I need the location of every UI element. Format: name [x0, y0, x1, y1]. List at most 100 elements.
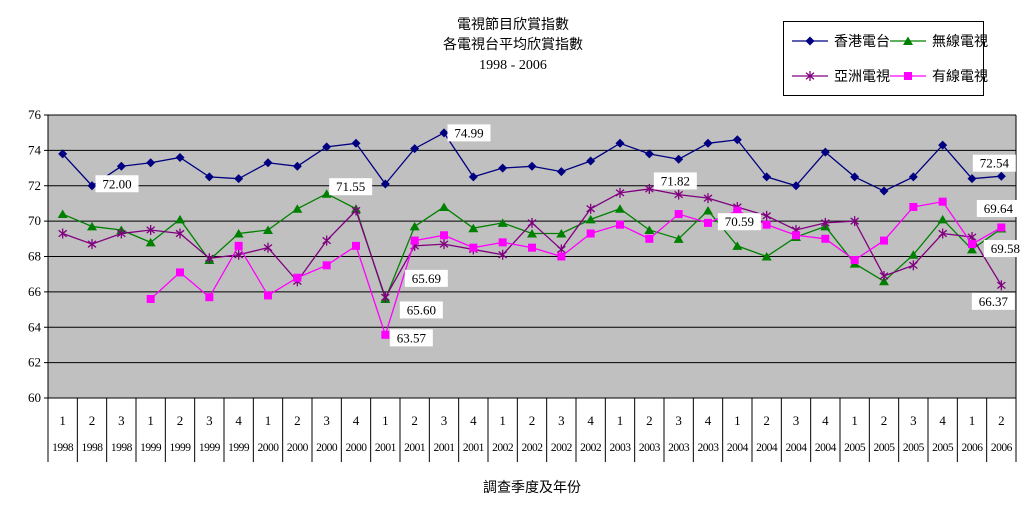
- x-tick-year: 1999: [170, 442, 192, 454]
- legend-marker-square-icon: [890, 71, 926, 80]
- x-tick-quarter: 1: [382, 413, 389, 428]
- x-tick-year: 1999: [140, 442, 162, 454]
- legend-label-atv: 亞洲電視: [834, 69, 890, 85]
- x-tick-quarter: 4: [353, 413, 360, 428]
- x-tick-year: 2004: [756, 442, 778, 454]
- x-tick-year: 2003: [698, 442, 720, 454]
- legend-item-rthk: 香港電台: [790, 31, 890, 51]
- legend-marker-asterisk-icon: [792, 70, 828, 81]
- y-tick-label: 74: [28, 142, 42, 157]
- x-tick-quarter: 4: [587, 413, 594, 428]
- x-tick-year: 2005: [903, 442, 925, 454]
- x-tick-year: 2003: [668, 442, 690, 454]
- data-label-rthk-72.54: 72.54: [972, 154, 1016, 172]
- svg-text:74.99: 74.99: [454, 125, 483, 140]
- x-tick-year: 2004: [815, 442, 837, 454]
- x-tick-year: 2000: [346, 442, 368, 454]
- legend-item-cable: 有線電視: [888, 66, 988, 86]
- series-line-cable: [150, 200, 1002, 337]
- data-label-cable-70.59: 70.59: [717, 213, 761, 231]
- legend-label-rthk: 香港電台: [834, 35, 890, 51]
- x-tick-quarter: 2: [294, 413, 301, 428]
- x-tick-quarter: 4: [470, 413, 477, 428]
- x-tick-quarter: 2: [881, 413, 888, 428]
- x-tick-quarter: 3: [206, 413, 213, 428]
- x-tick-year: 2001: [404, 442, 426, 454]
- x-tick-year: 2000: [258, 442, 280, 454]
- x-tick-quarter: 2: [763, 413, 770, 428]
- x-tick-quarter: 2: [646, 413, 653, 428]
- y-tick-label: 70: [28, 213, 41, 228]
- data-label-rthk-72.00: 72.00: [95, 175, 139, 193]
- x-tick-quarter: 4: [822, 413, 829, 428]
- chart-title: 電視節目欣賞指數 各電視台平均欣賞指數 1998 - 2006: [313, 16, 713, 76]
- x-axis-category-cells: 1 1998 2 1998 3 1998 1 1999 2 1999 3 1999 4 1999 1 2000…: [47, 398, 1017, 462]
- svg-text:69.64: 69.64: [984, 201, 1014, 216]
- x-tick-quarter: 4: [939, 413, 946, 428]
- series-markers-cable: [146, 197, 1006, 339]
- x-tick-quarter: 3: [323, 413, 330, 428]
- data-label-tvb-71.55: 71.55: [329, 178, 373, 196]
- svg-text:71.82: 71.82: [661, 173, 690, 188]
- x-tick-year: 2005: [874, 442, 896, 454]
- x-tick-year: 2002: [580, 442, 602, 454]
- svg-text:71.55: 71.55: [336, 179, 365, 194]
- x-tick-quarter: 1: [734, 413, 741, 428]
- data-label-cable-63.57: 63.57: [389, 329, 433, 347]
- svg-text:69.58: 69.58: [991, 241, 1020, 256]
- x-tick-quarter: 2: [89, 413, 96, 428]
- x-tick-year: 2002: [522, 442, 544, 454]
- data-label-tvb-69.58: 69.58: [983, 240, 1026, 258]
- legend-item-atv: 亞洲電視: [790, 66, 890, 86]
- svg-text:70.59: 70.59: [725, 214, 754, 229]
- x-tick-year: 2000: [287, 442, 309, 454]
- legend-label-cable: 有線電視: [932, 69, 988, 85]
- y-tick-label: 60: [28, 390, 41, 405]
- x-tick-year: 1998: [52, 442, 74, 454]
- x-tick-year: 2003: [610, 442, 632, 454]
- x-tick-year: 1999: [199, 442, 221, 454]
- y-tick-label: 66: [28, 284, 42, 299]
- x-tick-quarter: 1: [147, 413, 154, 428]
- x-tick-year: 1999: [228, 442, 250, 454]
- x-axis-title: 調查季度及年份: [483, 481, 581, 496]
- x-tick-quarter: 3: [910, 413, 917, 428]
- y-tick-label: 64: [28, 319, 42, 334]
- x-tick-year: 2005: [844, 442, 866, 454]
- svg-text:72.54: 72.54: [980, 156, 1010, 171]
- data-labels: 72.00 71.55 74.99 65.69 65.60 63.57 71.82 70.59…: [95, 124, 1026, 347]
- x-tick-year: 2001: [375, 442, 397, 454]
- x-tick-year: 1998: [111, 442, 133, 454]
- x-tick-quarter: 3: [558, 413, 565, 428]
- svg-text:63.57: 63.57: [397, 330, 427, 345]
- y-axis-labels: 60 62 64 66 68 70 72 74 76: [28, 107, 42, 405]
- x-tick-quarter: 4: [705, 413, 712, 428]
- legend-item-tvb: 無線電視: [888, 31, 988, 51]
- y-tick-label: 72: [28, 178, 41, 193]
- x-tick-quarter: 1: [499, 413, 506, 428]
- data-label-rthk-74.99: 74.99: [447, 124, 491, 142]
- x-tick-year: 2001: [463, 442, 485, 454]
- x-tick-quarter: 3: [118, 413, 125, 428]
- chart-title-line1: 電視節目欣賞指數: [457, 18, 569, 33]
- x-tick-year: 1998: [82, 442, 104, 454]
- x-tick-quarter: 2: [177, 413, 184, 428]
- x-tick-quarter: 2: [998, 413, 1005, 428]
- x-tick-year: 2002: [551, 442, 573, 454]
- x-tick-quarter: 1: [851, 413, 858, 428]
- data-label-atv-66.37: 66.37: [971, 292, 1015, 310]
- data-label-atv-65.69: 65.69: [404, 269, 448, 287]
- svg-text:66.37: 66.37: [979, 294, 1009, 309]
- x-tick-quarter: 2: [411, 413, 418, 428]
- chart-title-line3: 1998 - 2006: [479, 58, 547, 73]
- data-label-atv-71.82: 71.82: [653, 172, 697, 190]
- x-tick-quarter: 3: [441, 413, 448, 428]
- x-tick-quarter: 4: [235, 413, 242, 428]
- x-tick-year: 2003: [639, 442, 661, 454]
- x-tick-quarter: 1: [265, 413, 272, 428]
- legend: 香港電台 無線電視 亞洲電視 有線電視: [783, 21, 988, 96]
- x-tick-year: 2005: [932, 442, 954, 454]
- chart-title-line2: 各電視台平均欣賞指數: [443, 38, 583, 53]
